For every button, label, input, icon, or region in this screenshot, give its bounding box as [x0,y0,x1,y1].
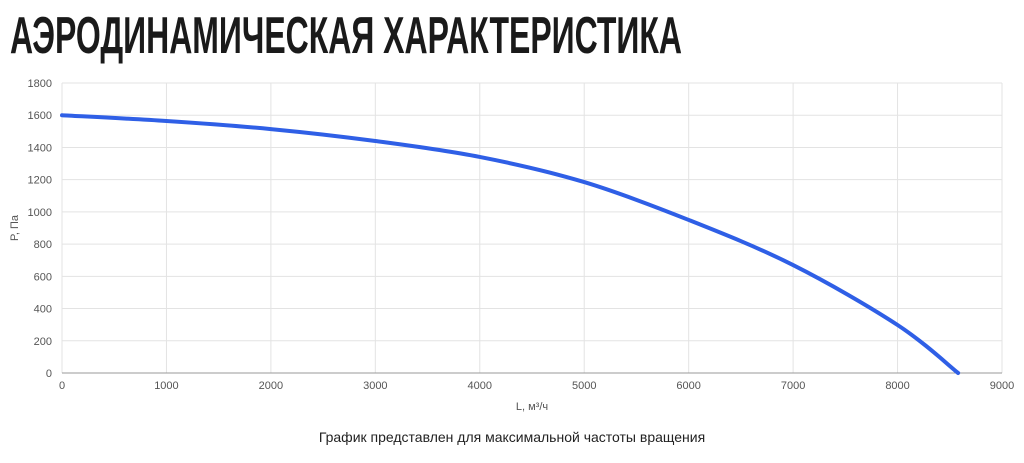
x-tick-label: 3000 [363,380,387,392]
x-tick-label: 5000 [572,380,596,392]
y-tick-label: 1400 [28,142,52,154]
y-tick-label: 400 [34,304,52,316]
y-axis-label: P, Па [9,214,21,241]
y-tick-label: 200 [34,336,52,348]
x-tick-label: 4000 [468,380,492,392]
x-axis-label: L, м³/ч [516,401,548,413]
y-tick-label: 600 [34,271,52,283]
x-tick-label: 6000 [676,380,700,392]
y-tick-label: 1600 [28,110,52,122]
y-tick-label: 1800 [28,78,52,90]
y-tick-label: 1000 [28,207,52,219]
x-tick-label: 1000 [154,380,178,392]
x-tick-label: 9000 [990,380,1014,392]
x-tick-label: 0 [59,380,65,392]
y-tick-label: 800 [34,239,52,251]
caption: График представлен для максимальной част… [319,429,705,445]
data-line [60,113,961,375]
x-tick-label: 7000 [781,380,805,392]
x-tick-label: 8000 [885,380,909,392]
y-tick-label: 1200 [28,175,52,187]
page-title: АЭРОДИНАМИЧЕСКАЯ ХАРАКТЕРИСТИКА [10,7,682,65]
x-tick-label: 2000 [259,380,283,392]
y-tick-label: 0 [46,368,52,380]
